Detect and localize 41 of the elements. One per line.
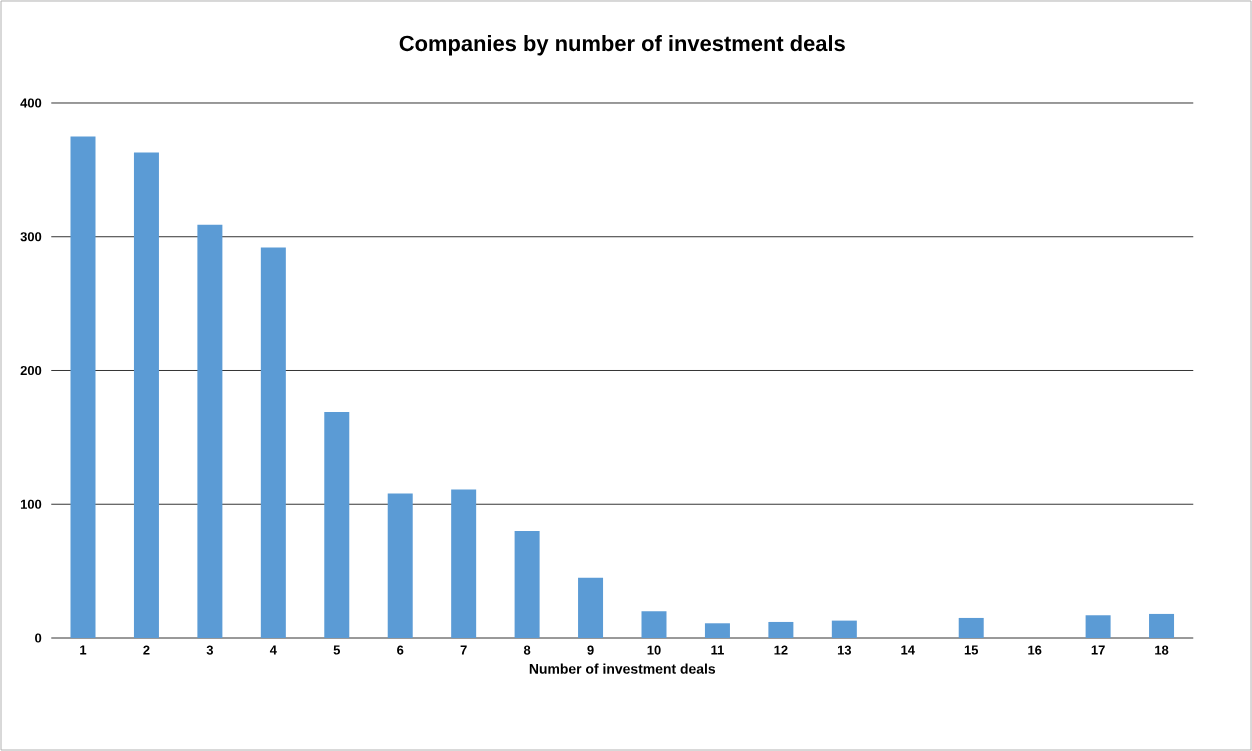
bar [768, 621, 794, 638]
y-tick-label: 0 [35, 633, 42, 643]
x-tick-label: 3 [206, 645, 214, 655]
bar [1085, 615, 1111, 638]
bar [387, 493, 413, 638]
y-tick-label: 300 [20, 232, 42, 242]
x-tick-label: 15 [964, 645, 979, 655]
bar [831, 620, 857, 638]
bar [641, 611, 667, 638]
chart-title: Companies by number of investment deals [399, 35, 845, 56]
bar [70, 136, 96, 638]
y-tick-label: 400 [20, 98, 42, 108]
x-tick-label: 4 [269, 645, 277, 655]
x-tick-label: 9 [587, 645, 594, 655]
y-tick-label: 200 [20, 365, 42, 376]
x-tick-label: 8 [523, 645, 531, 655]
bar [197, 224, 223, 638]
x-axis-title: Number of investment deals [529, 663, 716, 674]
x-tick-label: 12 [774, 645, 788, 655]
bar [260, 247, 286, 638]
x-tick-label: 7 [460, 645, 467, 655]
x-tick-label: 17 [1091, 645, 1105, 655]
x-tick-label: 14 [901, 645, 915, 655]
x-tick-label: 18 [1155, 645, 1169, 655]
bar [578, 577, 604, 638]
x-tick-label: 5 [333, 645, 341, 655]
bar [704, 623, 730, 638]
x-tick-label: 1 [80, 645, 87, 655]
bar [133, 152, 159, 638]
x-tick-label: 13 [837, 645, 852, 655]
bar [324, 411, 350, 638]
x-tick-label: 16 [1028, 645, 1042, 655]
y-tick-label: 100 [20, 499, 42, 509]
bar [514, 531, 540, 638]
x-tick-label: 2 [143, 645, 150, 655]
bar [958, 617, 984, 638]
bar [451, 489, 477, 638]
bar [1149, 613, 1175, 638]
x-tick-label: 6 [397, 645, 404, 655]
x-tick-label: 11 [711, 645, 724, 655]
x-tick-label: 10 [647, 645, 661, 655]
